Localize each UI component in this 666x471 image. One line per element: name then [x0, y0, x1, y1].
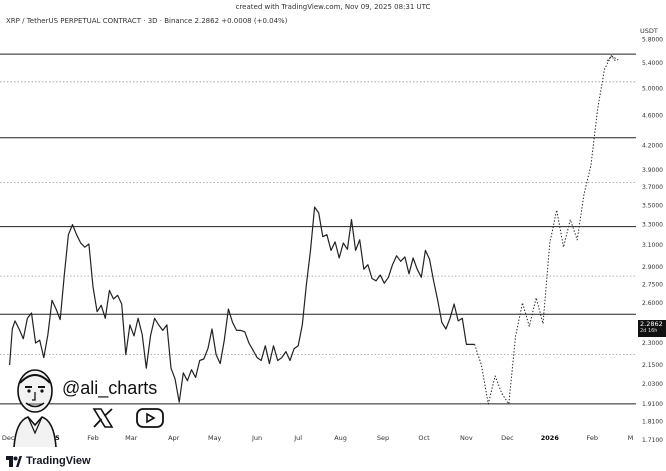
symbol-name: XRP / TetherUS PERPETUAL CONTRACT · 3D ·… — [6, 17, 193, 25]
x-tick-label: M — [628, 434, 634, 442]
footer-bar: TradingView — [0, 452, 666, 471]
symbol-change: +0.0008 (+0.04%) — [221, 17, 288, 25]
author-handle[interactable]: @ali_charts — [62, 378, 158, 398]
y-tick-label: 3.9000 — [642, 167, 663, 174]
projection-line — [474, 55, 619, 405]
x-tick-label: Jul — [293, 434, 302, 442]
y-tick-label: 3.3000 — [642, 222, 663, 229]
x-tick-label: Mar — [125, 434, 138, 442]
price-chart[interactable]: 5.8000 5.4000 5.0000 4.6000 4.2000 3.9000 3.70… — [0, 0, 666, 452]
y-tick-label: 4.6000 — [642, 113, 663, 120]
y-tick-label: 2.0300 — [642, 381, 663, 388]
tradingview-logo-icon — [6, 455, 22, 467]
x-tick-label: Dec — [501, 434, 514, 442]
y-axis: 5.8000 5.4000 5.0000 4.6000 4.2000 3.9000 3.70… — [642, 37, 663, 445]
author-avatar — [8, 363, 62, 452]
y-tick-label: 2.9000 — [642, 264, 663, 271]
y-tick-label: 5.0000 — [642, 85, 663, 92]
x-tick-label: Apr — [168, 434, 180, 442]
price-series — [9, 55, 619, 405]
x-axis: Dec2025FebMarAprMayJunJulAugSepOctNovDec… — [2, 434, 633, 442]
x-tick-label: Sep — [377, 434, 389, 442]
y-tick-label: 4.2000 — [642, 143, 663, 150]
y-tick-label: 3.5000 — [642, 202, 663, 209]
x-tick-label: May — [208, 434, 222, 442]
created-note: created with TradingView.com, Nov 09, 20… — [235, 3, 431, 11]
brand-name: TradingView — [26, 455, 91, 467]
x-tick-label: Dec — [2, 434, 15, 442]
current-price-tag: 2.2862 2d 16h — [638, 320, 666, 337]
x-tick-label: Jun — [251, 434, 262, 442]
y-tick-label: 1.8100 — [642, 419, 663, 426]
y-tick-label: 5.8000 — [642, 37, 663, 44]
y-tick-label: 3.1000 — [642, 242, 663, 249]
bar-countdown: 2d 16h — [640, 328, 658, 334]
price-line — [9, 206, 475, 403]
symbol-price: 2.2862 — [194, 17, 220, 25]
y-tick-label: 2.3000 — [642, 340, 663, 347]
x-icon[interactable] — [92, 408, 114, 428]
current-price: 2.2862 — [640, 320, 663, 328]
symbol-header: XRP / TetherUS PERPETUAL CONTRACT · 3D ·… — [6, 17, 287, 25]
x-tick-label: Aug — [334, 434, 347, 442]
youtube-icon[interactable] — [136, 408, 164, 428]
y-tick-label: 5.4000 — [642, 60, 663, 67]
social-links — [92, 408, 164, 428]
x-tick-label: Feb — [586, 434, 598, 442]
axis-unit: USDT — [640, 27, 658, 35]
level-lines — [0, 53, 636, 405]
y-tick-label: 1.9100 — [642, 401, 663, 408]
y-tick-label: 2.1500 — [642, 362, 663, 369]
y-tick-label: 3.7000 — [642, 184, 663, 191]
projection-arrowhead — [606, 55, 616, 62]
x-tick-label: 2026 — [541, 434, 560, 442]
y-tick-label: 2.6000 — [642, 300, 663, 307]
x-tick-label: Oct — [418, 434, 430, 442]
y-tick-label: 1.7100 — [642, 437, 663, 444]
x-tick-label: Nov — [460, 434, 473, 442]
x-tick-label: Feb — [87, 434, 99, 442]
y-tick-label: 2.7500 — [642, 281, 663, 288]
tradingview-brand[interactable]: TradingView — [6, 455, 91, 467]
